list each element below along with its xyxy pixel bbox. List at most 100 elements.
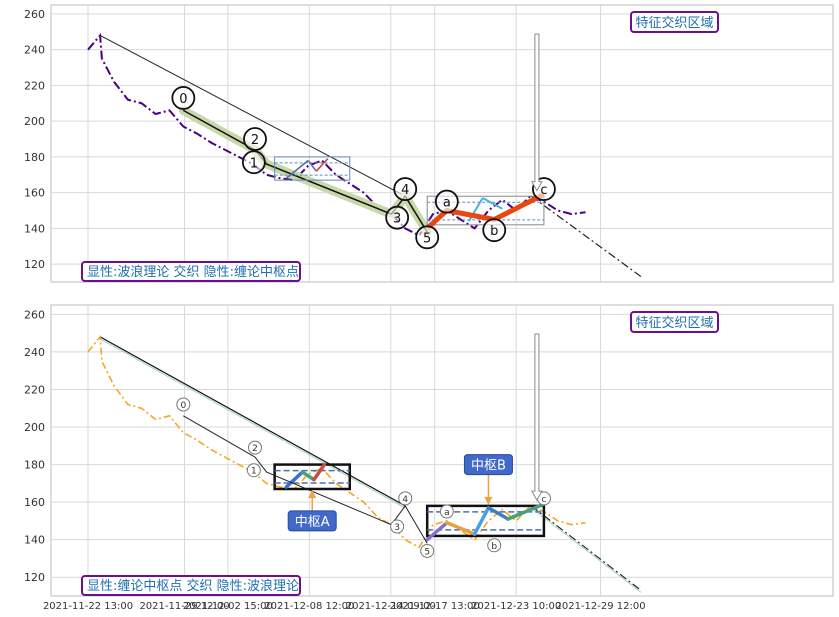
plot-frame: [50, 4, 834, 283]
y-tick-label: 120: [24, 571, 45, 584]
wave-label-text: 5: [423, 231, 431, 246]
pivot-stroke: [300, 470, 316, 482]
x-tick-label: 2021-12-23 10:00: [471, 601, 561, 612]
point-label-circle: [176, 397, 191, 412]
pivot-stroke: [506, 502, 546, 521]
caption-text: 显性:波浪理论 交织 隐性:缠论中枢点: [87, 264, 299, 280]
y-tick-label: 140: [24, 534, 45, 547]
y-tick-label: 260: [24, 308, 45, 321]
x-tick-label: 2021-11-29 12:00: [139, 601, 229, 612]
point-label-text: 3: [394, 523, 400, 533]
callout-arrow: [531, 33, 543, 192]
top-chart-panel: 120 140 160 180 200 220 240 260 0 1 2 34 5 a b c 特征交织区域显…: [24, 4, 834, 283]
y-tick-label: 240: [24, 44, 45, 57]
pivot-tag-box: [287, 510, 337, 532]
pivot-stroke: [425, 521, 449, 542]
pivot-stroke: [284, 470, 305, 489]
y-tick-label: 120: [24, 258, 45, 271]
pivot-box: [274, 156, 351, 181]
point-label-text: 5: [424, 547, 430, 557]
trend-line-shadow: [99, 338, 406, 509]
point-label-text: 0: [180, 401, 186, 411]
y-tick-label: 200: [24, 421, 45, 434]
bottom-chart-panel: 120 140 160 180 200 220 240 260 0 1 2 3 4 5 a b c 中枢A 中枢B 特…: [24, 304, 834, 612]
x-tick-label: 2021-12-14 09:00: [346, 601, 436, 612]
pivot-arrow-head: [484, 496, 493, 505]
projection-line: [530, 505, 642, 591]
pivot-stroke: [472, 506, 491, 536]
y-tick-label: 260: [24, 8, 45, 21]
pivot-stroke: [486, 506, 510, 521]
x-tick-label: 2021-12-29 12:00: [555, 601, 645, 612]
x-tick-label: 2021-12-17 13:00: [390, 601, 480, 612]
point-label-text: 4: [402, 495, 408, 505]
pivot-tag-label: 中枢B: [471, 459, 506, 474]
plot-area: [87, 334, 642, 593]
point-label-circle: [439, 504, 454, 519]
y-tick-label: 180: [24, 459, 45, 472]
pivot-tag-box: [463, 454, 513, 476]
pivot-tag-label: 中枢A: [295, 515, 330, 530]
price-line: [87, 32, 586, 237]
wave-label-circle: [243, 127, 267, 151]
caption-box: [81, 261, 301, 282]
pivot-stroke: [307, 159, 317, 172]
wave-label-text: a: [443, 196, 451, 211]
y-tick-label: 200: [24, 115, 45, 128]
abc-wave-line: [425, 192, 546, 231]
wave-label-text: 0: [179, 92, 187, 107]
wave-label-circle: [434, 189, 459, 214]
trend-line: [99, 34, 406, 197]
wave-label-circle: [241, 150, 266, 175]
price-line: [87, 334, 586, 549]
point-label-circle: [487, 538, 502, 553]
wave-label-circle: [385, 205, 410, 230]
y-tick-label: 160: [24, 496, 45, 509]
point-label-text: a: [444, 508, 450, 518]
pivot-arrow-head: [308, 490, 317, 498]
callout-arrow: [531, 333, 543, 502]
point-label-circle: [420, 543, 435, 558]
x-tick-label: 2021-12-08 12:00: [264, 601, 354, 612]
y-tick-label: 180: [24, 151, 45, 164]
wave-label-text: 2: [251, 133, 259, 148]
callout-text: 特征交织区域: [635, 315, 713, 331]
caption-text: 显性:缠论中枢点 交织 隐性:波浪理论: [87, 578, 299, 594]
x-tick-label: 2021-11-22 13:00: [43, 601, 133, 612]
projection-line-shadow: [530, 507, 642, 593]
pivot-stroke: [285, 159, 309, 179]
pivot-stroke: [312, 462, 327, 482]
wave-zigzag: [183, 415, 428, 544]
wave-label-text: b: [490, 224, 498, 239]
wave-label-circle: [415, 225, 440, 250]
wave-label-text: 4: [401, 183, 409, 198]
wave-label-circle: [482, 218, 507, 243]
callout-box: [630, 311, 719, 333]
y-tick-label: 160: [24, 187, 45, 200]
x-tick-label: 2021-12-02 15:00: [183, 601, 273, 612]
point-label-text: 1: [251, 467, 257, 477]
wave-label-text: 3: [393, 212, 401, 227]
y-tick-label: 220: [24, 383, 45, 396]
point-label-circle: [398, 491, 413, 506]
projection-line: [530, 195, 642, 278]
pivot-box: [273, 463, 352, 491]
pivot-stroke: [315, 158, 329, 172]
trend-line: [99, 336, 406, 507]
pivot-stroke: [445, 521, 477, 536]
y-tick-label: 220: [24, 79, 45, 92]
pivot-box: [425, 504, 546, 538]
callout-box: [630, 11, 719, 33]
point-label-text: b: [491, 542, 497, 552]
wave-label-circle: [393, 177, 418, 201]
callout-text: 特征交织区域: [635, 15, 713, 31]
plot-area: [87, 32, 642, 278]
y-tick-label: 240: [24, 346, 45, 359]
point-label-text: 2: [252, 444, 258, 454]
point-label-circle: [246, 463, 261, 478]
wave-label-circle: [171, 86, 196, 110]
plot-frame: [50, 304, 834, 597]
caption-box: [81, 575, 301, 596]
point-label-circle: [390, 519, 405, 534]
